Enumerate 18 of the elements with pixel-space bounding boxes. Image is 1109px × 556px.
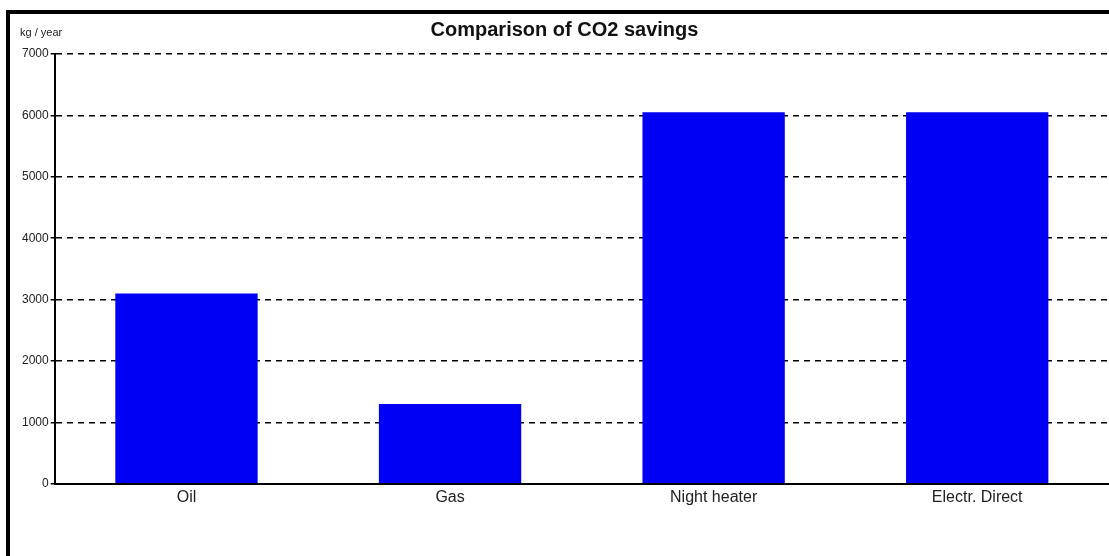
y-tick-label: 4000 (21, 230, 50, 245)
bar (906, 112, 1049, 484)
chart-title: Comparison of CO2 savings (430, 17, 699, 40)
y-tick-label: 0 (42, 476, 50, 491)
y-tick-label: 2000 (21, 353, 50, 368)
bar (642, 112, 785, 484)
x-tick-label: Gas (435, 487, 465, 505)
bar (115, 293, 258, 484)
y-tick-label: 1000 (21, 414, 50, 429)
x-tick-label: Electr. Direct (931, 487, 1024, 505)
y-tick-label: 3000 (21, 291, 50, 306)
x-tick-label: Night heater (670, 487, 758, 505)
x-tick-label: Oil (176, 487, 197, 505)
y-tick-label: 7000 (21, 46, 50, 61)
y-tick-label: 6000 (21, 107, 50, 122)
bar (378, 403, 522, 484)
y-tick-label: 5000 (21, 169, 50, 184)
y-axis-title: kg / year (20, 26, 63, 39)
